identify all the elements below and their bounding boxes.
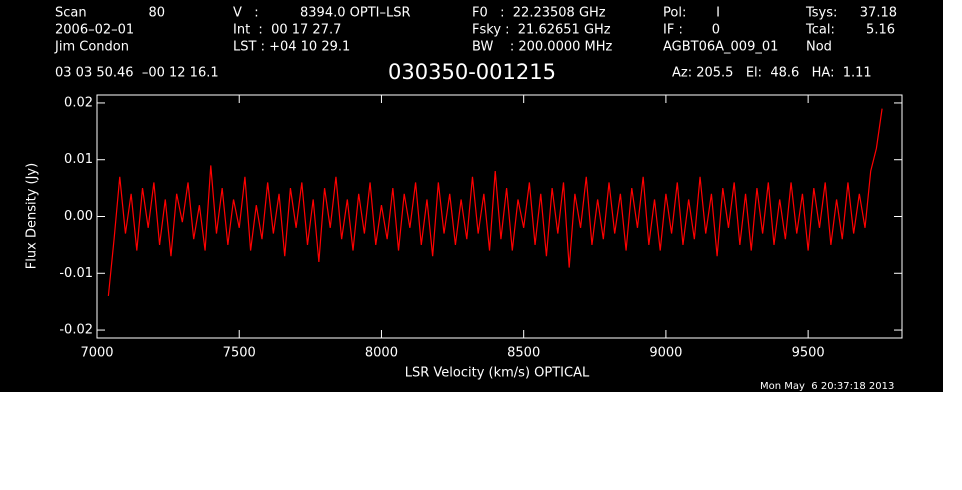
y-tick-label: -0.02 bbox=[59, 323, 93, 338]
header-field: V : bbox=[233, 6, 259, 21]
header-field: 2006–02–01 bbox=[55, 23, 134, 38]
header-field: F0 : 22.23508 GHz bbox=[472, 6, 606, 21]
x-tick-label: 7500 bbox=[223, 346, 256, 361]
y-tick-label: 0.00 bbox=[64, 209, 93, 224]
header-field: 03 03 50.46 –00 12 16.1 bbox=[55, 66, 219, 81]
x-tick-label: 8000 bbox=[365, 346, 398, 361]
header-field: Scan bbox=[55, 6, 87, 21]
header-field: IF : bbox=[663, 23, 683, 38]
header-field: Az: 205.5 El: 48.6 HA: 1.11 bbox=[672, 66, 872, 81]
header-field: Nod bbox=[806, 40, 832, 55]
chart-title: 030350-001215 bbox=[388, 60, 556, 84]
y-tick-label: -0.01 bbox=[59, 266, 93, 281]
header-field: Tcal: bbox=[805, 23, 835, 38]
x-tick-label: 7000 bbox=[80, 346, 113, 361]
header-field: BW : 200.0000 MHz bbox=[472, 40, 613, 55]
header-field: 5.16 bbox=[866, 23, 895, 38]
x-tick-label: 9500 bbox=[792, 346, 825, 361]
header-field: Tsys: bbox=[805, 6, 837, 21]
x-tick-label: 8500 bbox=[507, 346, 540, 361]
y-axis-label: Flux Density (Jy) bbox=[25, 163, 40, 269]
y-tick-label: 0.01 bbox=[64, 152, 93, 167]
header-field: I bbox=[716, 6, 720, 21]
spectrum-line bbox=[107, 108, 883, 297]
header-field: 37.18 bbox=[860, 6, 897, 21]
x-axis-label: LSR Velocity (km/s) OPTICAL bbox=[405, 366, 590, 381]
y-tick-label: 0.02 bbox=[64, 95, 93, 110]
header-field: Pol: bbox=[663, 6, 686, 21]
timestamp: Mon May 6 20:37:18 2013 bbox=[760, 381, 894, 392]
header-field: AGBT06A_009_01 bbox=[663, 40, 778, 55]
x-tick-label: 9000 bbox=[649, 346, 682, 361]
header-field: 0 bbox=[712, 23, 720, 38]
header-field: Fsky : 21.62651 GHz bbox=[472, 23, 611, 38]
header-field: 8394.0 OPTI–LSR bbox=[300, 6, 411, 21]
header-field: Jim Condon bbox=[54, 40, 129, 55]
header-field: Int : 00 17 27.7 bbox=[233, 23, 341, 38]
plot-background bbox=[0, 0, 943, 392]
header-field: 80 bbox=[148, 6, 165, 21]
header-field: LST : +04 10 29.1 bbox=[233, 40, 350, 55]
